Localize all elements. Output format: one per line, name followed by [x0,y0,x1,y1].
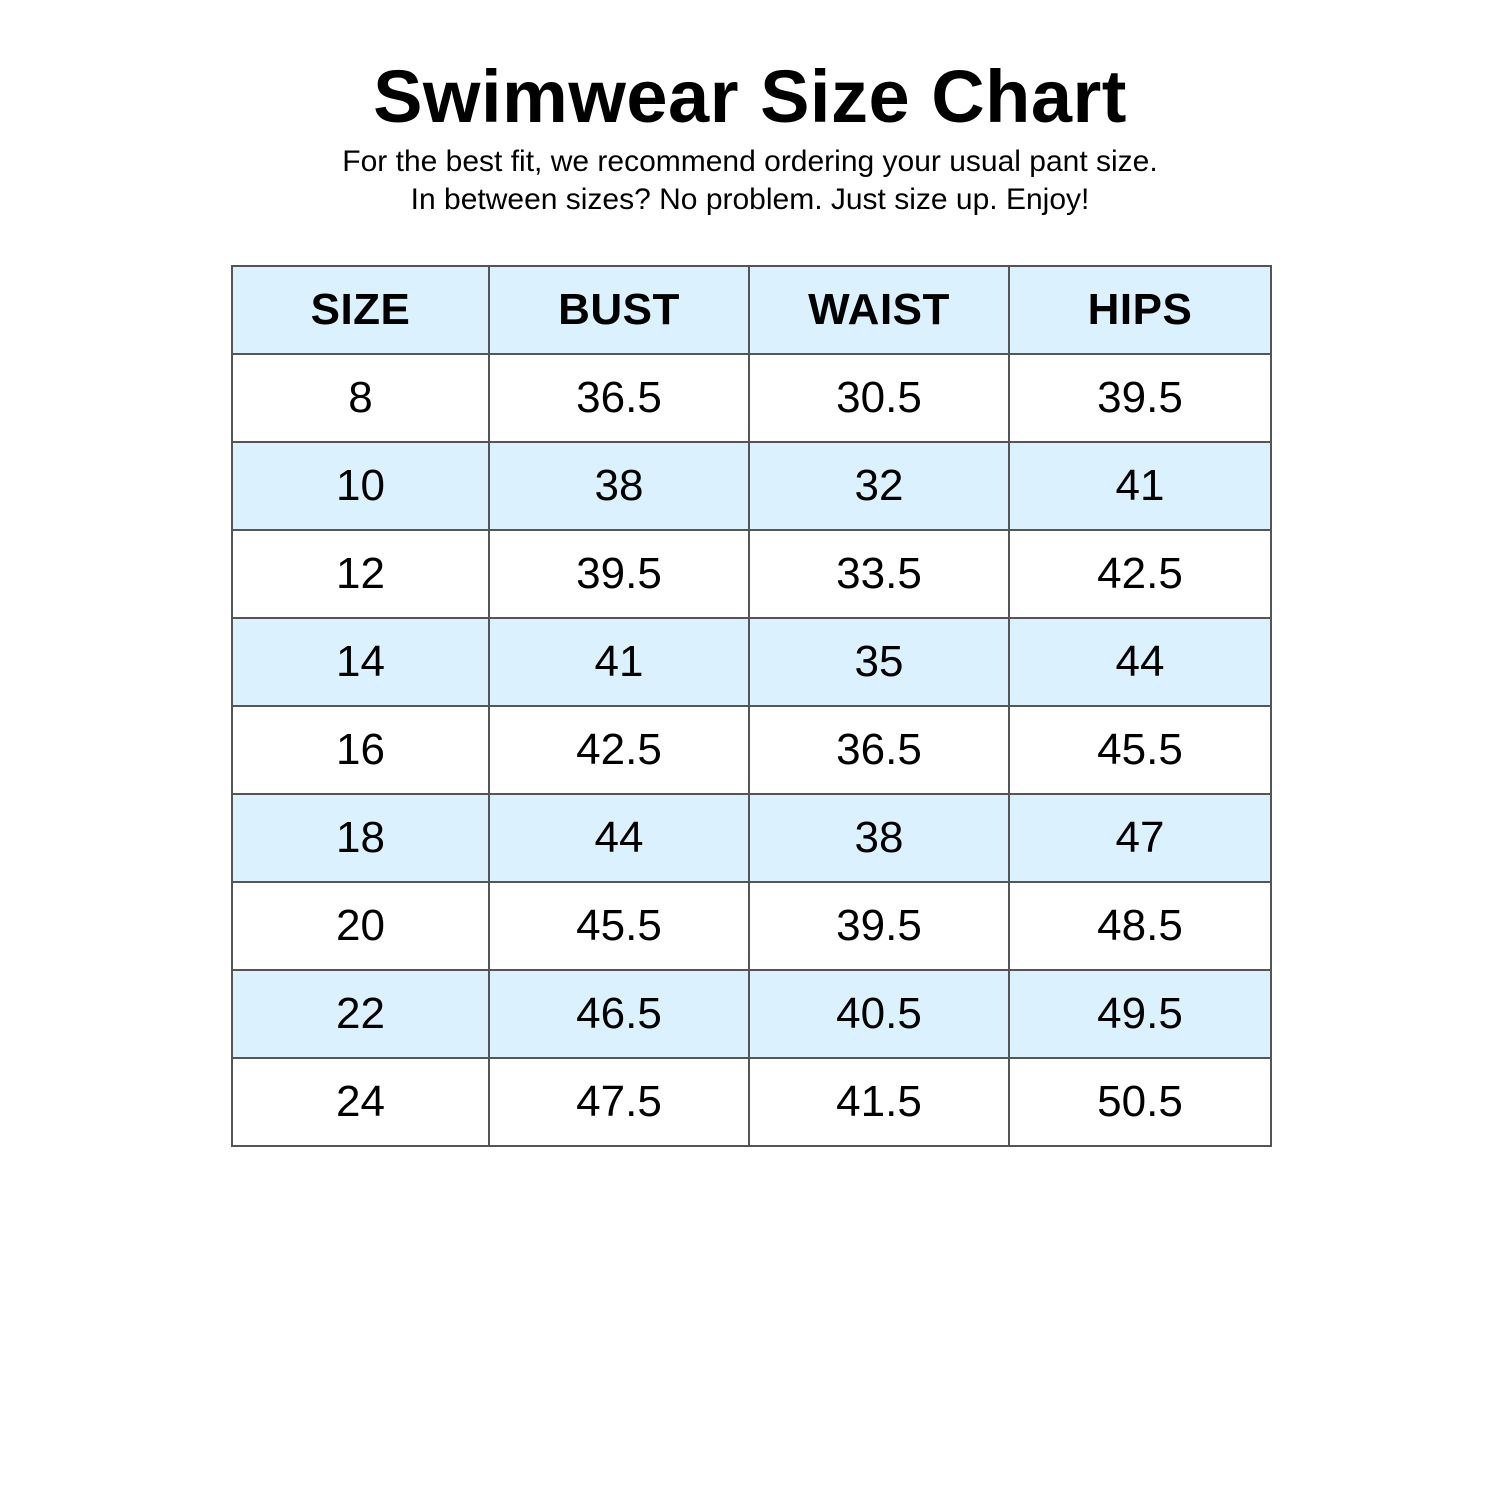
size-cell: 16 [231,705,490,795]
page-title: Swimwear Size Chart [373,55,1127,138]
waist-cell: 33.5 [748,529,1010,619]
column-header-hips: HIPS [1008,265,1272,355]
column-header-bust: BUST [488,265,750,355]
bust-cell: 39.5 [488,529,750,619]
bust-cell: 47.5 [488,1057,750,1147]
hips-cell: 50.5 [1008,1057,1272,1147]
column-header-size: SIZE [231,265,490,355]
size-cell: 22 [231,969,490,1059]
bust-cell: 38 [488,441,750,531]
size-cell: 20 [231,881,490,971]
bust-cell: 46.5 [488,969,750,1059]
waist-cell: 36.5 [748,705,1010,795]
size-cell: 12 [231,529,490,619]
table-row: 16 42.5 36.5 45.5 [231,705,1272,795]
waist-cell: 41.5 [748,1057,1010,1147]
table-row: 12 39.5 33.5 42.5 [231,529,1272,619]
column-header-waist: WAIST [748,265,1010,355]
waist-cell: 39.5 [748,881,1010,971]
bust-cell: 36.5 [488,353,750,443]
size-cell: 10 [231,441,490,531]
bust-cell: 44 [488,793,750,883]
bust-cell: 42.5 [488,705,750,795]
size-chart-table: SIZE BUST WAIST HIPS 8 36.5 30.5 39.5 10… [231,265,1272,1147]
table-row: 14 41 35 44 [231,617,1272,707]
waist-cell: 35 [748,617,1010,707]
waist-cell: 30.5 [748,353,1010,443]
table-header-row: SIZE BUST WAIST HIPS [231,265,1272,355]
table-row: 22 46.5 40.5 49.5 [231,969,1272,1059]
hips-cell: 41 [1008,441,1272,531]
subtitle-line-1: For the best fit, we recommend ordering … [342,145,1158,178]
hips-cell: 48.5 [1008,881,1272,971]
bust-cell: 45.5 [488,881,750,971]
table-row: 8 36.5 30.5 39.5 [231,353,1272,443]
table-row: 24 47.5 41.5 50.5 [231,1057,1272,1147]
hips-cell: 44 [1008,617,1272,707]
size-cell: 18 [231,793,490,883]
waist-cell: 32 [748,441,1010,531]
hips-cell: 45.5 [1008,705,1272,795]
hips-cell: 39.5 [1008,353,1272,443]
size-cell: 24 [231,1057,490,1147]
hips-cell: 49.5 [1008,969,1272,1059]
bust-cell: 41 [488,617,750,707]
table-row: 20 45.5 39.5 48.5 [231,881,1272,971]
size-cell: 8 [231,353,490,443]
table-row: 10 38 32 41 [231,441,1272,531]
waist-cell: 40.5 [748,969,1010,1059]
hips-cell: 42.5 [1008,529,1272,619]
table-row: 18 44 38 47 [231,793,1272,883]
size-cell: 14 [231,617,490,707]
subtitle-line-2: In between sizes? No problem. Just size … [410,183,1090,216]
waist-cell: 38 [748,793,1010,883]
hips-cell: 47 [1008,793,1272,883]
